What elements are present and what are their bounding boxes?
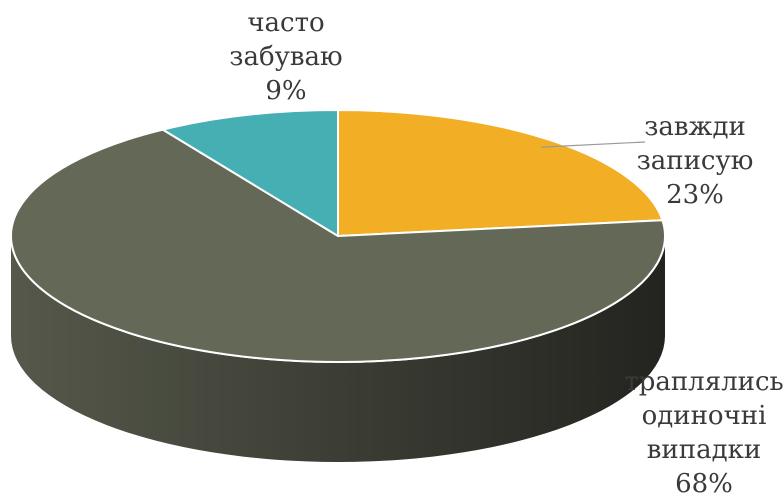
- leader-lines: [541, 141, 646, 148]
- pie-slice-0: [337, 109, 664, 237]
- slice-label-traplialys-odynochni-vypadky: траплялись одиночні випадки 68%: [624, 367, 784, 499]
- slice-label-chasto-zabuvaiu: часто забуваю 9%: [229, 8, 343, 106]
- pie-slice-2: [161, 109, 339, 237]
- slice-label-zavzhdy-zapysuiu: завжди записую 23%: [636, 112, 754, 210]
- pie-side-body: [11, 236, 665, 462]
- pie-top-face: [10, 109, 666, 363]
- leader-line-0: [541, 141, 646, 148]
- pie-slice-1: [10, 128, 666, 363]
